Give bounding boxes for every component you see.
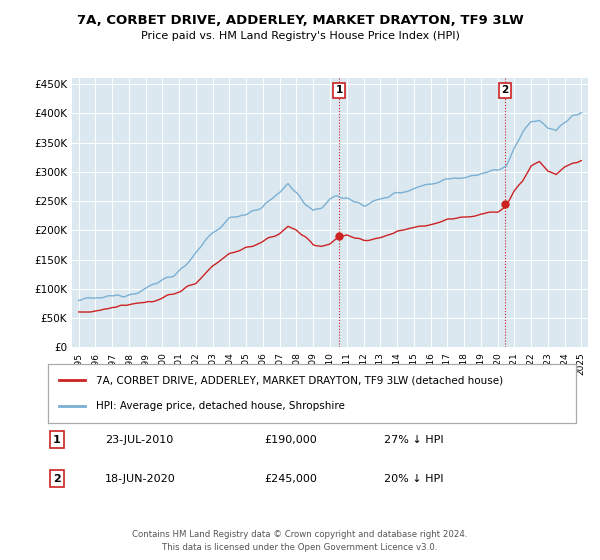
Text: 27% ↓ HPI: 27% ↓ HPI (384, 435, 443, 445)
Text: HPI: Average price, detached house, Shropshire: HPI: Average price, detached house, Shro… (95, 402, 344, 412)
Text: 7A, CORBET DRIVE, ADDERLEY, MARKET DRAYTON, TF9 3LW (detached house): 7A, CORBET DRIVE, ADDERLEY, MARKET DRAYT… (95, 375, 503, 385)
Text: 18-JUN-2020: 18-JUN-2020 (105, 474, 176, 484)
Text: £245,000: £245,000 (264, 474, 317, 484)
Text: 23-JUL-2010: 23-JUL-2010 (105, 435, 173, 445)
Text: 1: 1 (335, 85, 343, 95)
Text: 7A, CORBET DRIVE, ADDERLEY, MARKET DRAYTON, TF9 3LW: 7A, CORBET DRIVE, ADDERLEY, MARKET DRAYT… (77, 14, 523, 27)
Text: 2: 2 (502, 85, 509, 95)
Text: Contains HM Land Registry data © Crown copyright and database right 2024.
This d: Contains HM Land Registry data © Crown c… (132, 530, 468, 552)
Text: Price paid vs. HM Land Registry's House Price Index (HPI): Price paid vs. HM Land Registry's House … (140, 31, 460, 41)
Text: £190,000: £190,000 (264, 435, 317, 445)
Text: 20% ↓ HPI: 20% ↓ HPI (384, 474, 443, 484)
Text: 1: 1 (53, 435, 61, 445)
Text: 2: 2 (53, 474, 61, 484)
